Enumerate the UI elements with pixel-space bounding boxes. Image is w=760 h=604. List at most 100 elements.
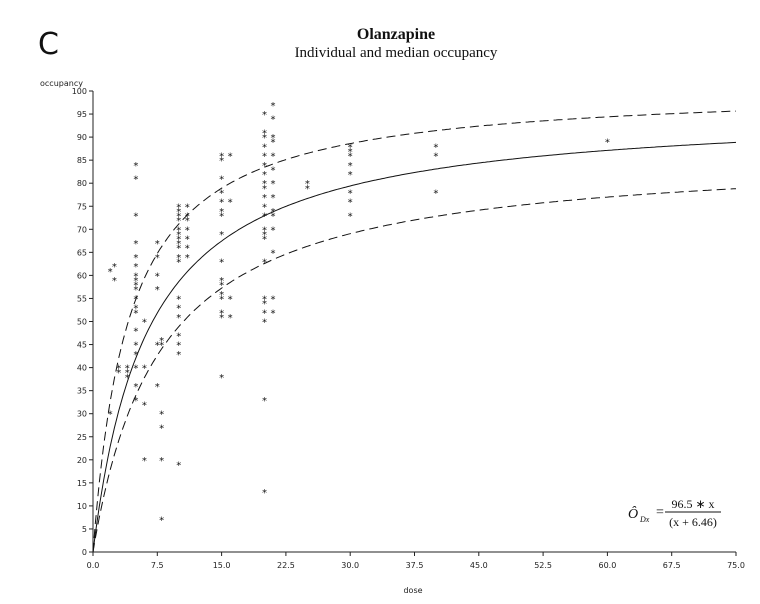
data-point: * xyxy=(261,161,267,172)
data-point: * xyxy=(133,262,139,273)
data-point: * xyxy=(133,327,139,338)
panel-letter: C xyxy=(38,27,59,62)
data-point: * xyxy=(141,364,147,375)
data-point: * xyxy=(111,276,117,287)
data-point: * xyxy=(133,271,139,282)
x-tick-label: 75.0 xyxy=(727,561,745,570)
fit-curves xyxy=(92,110,737,553)
data-point: * xyxy=(176,202,182,213)
data-point: * xyxy=(133,175,139,186)
y-tick-label: 90 xyxy=(77,133,87,142)
data-point: * xyxy=(133,276,139,287)
data-point: * xyxy=(116,368,122,379)
data-point: * xyxy=(159,341,165,352)
y-tick-label: 0 xyxy=(82,548,87,557)
data-point: * xyxy=(261,142,267,153)
data-point: * xyxy=(184,216,190,227)
data-point: * xyxy=(261,258,267,269)
y-tick-label: 60 xyxy=(77,271,87,280)
data-point: * xyxy=(347,147,353,158)
data-point: * xyxy=(219,373,225,384)
data-point: * xyxy=(219,198,225,209)
data-point: * xyxy=(261,488,267,499)
data-point: * xyxy=(270,207,276,218)
data-point: * xyxy=(219,156,225,167)
data-point: * xyxy=(184,235,190,246)
data-point: * xyxy=(347,152,353,163)
data-point: * xyxy=(433,188,439,199)
data-point: * xyxy=(159,424,165,435)
data-point: * xyxy=(261,230,267,241)
confidence-band-curve xyxy=(92,110,737,553)
data-point: * xyxy=(116,364,122,375)
x-axis-label: dose xyxy=(403,586,422,595)
y-tick-label: 65 xyxy=(77,248,87,257)
data-point: * xyxy=(154,285,160,296)
data-point: * xyxy=(261,211,267,222)
data-point: * xyxy=(433,142,439,153)
data-point: * xyxy=(154,382,160,393)
formula-equals: = xyxy=(656,505,664,520)
data-point: * xyxy=(176,341,182,352)
data-point: * xyxy=(159,456,165,467)
y-tick-label: 85 xyxy=(77,156,87,165)
data-point: * xyxy=(270,101,276,112)
data-point: * xyxy=(107,410,113,421)
data-point: * xyxy=(227,313,233,324)
data-point: * xyxy=(184,244,190,255)
y-tick-label: 15 xyxy=(77,479,87,488)
data-point: * xyxy=(133,161,139,172)
data-point: * xyxy=(141,318,147,329)
data-point: * xyxy=(133,308,139,319)
data-point: * xyxy=(304,179,310,190)
data-point: * xyxy=(176,230,182,241)
data-point: * xyxy=(219,175,225,186)
data-point: * xyxy=(124,373,130,384)
data-point: * xyxy=(347,161,353,172)
data-point: * xyxy=(261,396,267,407)
y-tick-label: 40 xyxy=(77,364,87,373)
data-point: * xyxy=(261,299,267,310)
data-point: * xyxy=(133,285,139,296)
data-point: * xyxy=(176,211,182,222)
data-point: * xyxy=(261,294,267,305)
data-point: * xyxy=(159,336,165,347)
data-point: * xyxy=(133,211,139,222)
data-point: * xyxy=(176,239,182,250)
x-tick-label: 22.5 xyxy=(277,561,295,570)
data-point: * xyxy=(270,165,276,176)
data-point: * xyxy=(270,152,276,163)
y-tick-label: 55 xyxy=(77,294,87,303)
data-point: * xyxy=(347,170,353,181)
data-point: * xyxy=(261,184,267,195)
formula-lhs: Ô xyxy=(628,505,638,522)
data-point: * xyxy=(176,253,182,264)
model-formula: Ô Dx = 96.5 ∗ x (x + 6.46) xyxy=(628,497,721,529)
data-point: * xyxy=(176,313,182,324)
chart-title: Olanzapine xyxy=(357,26,435,43)
data-point: * xyxy=(184,211,190,222)
y-tick-label: 30 xyxy=(77,410,87,419)
data-point: * xyxy=(270,115,276,126)
data-point: * xyxy=(219,313,225,324)
data-point: * xyxy=(261,193,267,204)
data-point: * xyxy=(270,294,276,305)
data-points: ****************************************… xyxy=(107,101,610,527)
x-tick-label: 0.0 xyxy=(87,561,100,570)
formula-lhs-sub: Dx xyxy=(639,515,650,524)
data-point: * xyxy=(176,225,182,236)
y-tick-label: 25 xyxy=(77,433,87,442)
data-point: * xyxy=(141,456,147,467)
data-point: * xyxy=(133,281,139,292)
data-point: * xyxy=(176,460,182,471)
data-point: * xyxy=(176,207,182,218)
data-point: * xyxy=(219,290,225,301)
data-point: * xyxy=(176,304,182,315)
data-point: * xyxy=(159,516,165,527)
data-point: * xyxy=(176,294,182,305)
data-point: * xyxy=(219,308,225,319)
confidence-band-curve xyxy=(92,188,737,553)
y-tick-label: 5 xyxy=(82,525,87,534)
data-point: * xyxy=(261,202,267,213)
data-point: * xyxy=(227,294,233,305)
